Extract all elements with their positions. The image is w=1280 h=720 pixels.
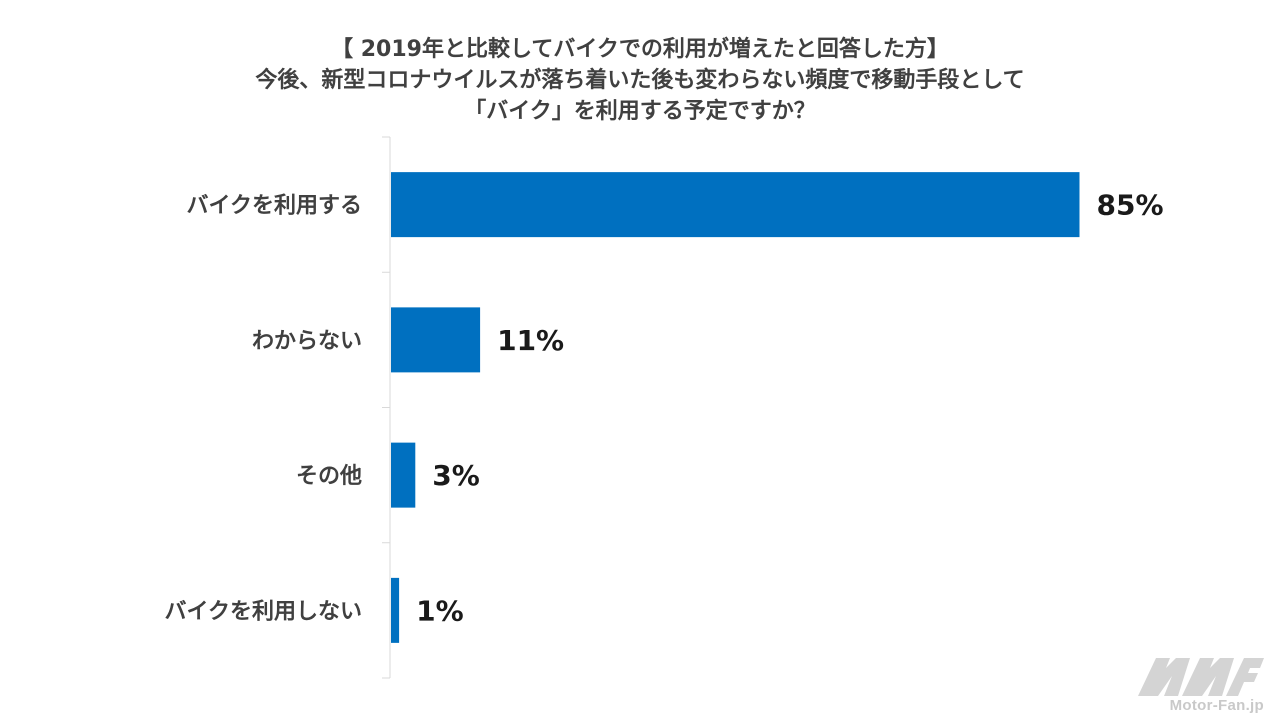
chart-title: 【 2019年と比較してバイクでの利用が増えたと回答した方】 今後、新型コロナウ… bbox=[0, 34, 1280, 127]
category-label: わからない bbox=[252, 329, 362, 354]
chart-title-line-1: 【 2019年と比較してバイクでの利用が増えたと回答した方】 bbox=[331, 37, 949, 62]
data-label: 85% bbox=[1097, 189, 1164, 222]
chart-title-line-3: 「バイク」を利用する予定ですか？ bbox=[464, 99, 816, 124]
category-label: その他 bbox=[296, 464, 362, 489]
motor-fan-logo-icon bbox=[1138, 658, 1264, 696]
bar bbox=[391, 442, 416, 508]
watermark-text: Motor-Fan.jp bbox=[1169, 697, 1264, 714]
bar bbox=[391, 577, 400, 643]
bar bbox=[391, 172, 1080, 238]
data-label: 1% bbox=[416, 594, 464, 627]
category-label: バイクを利用しない bbox=[164, 599, 362, 624]
category-label: バイクを利用する bbox=[186, 194, 362, 219]
data-label: 3% bbox=[432, 459, 480, 492]
data-label: 11% bbox=[497, 324, 564, 357]
chart-title-line-2: 今後、新型コロナウイルスが落ち着いた後も変わらない頻度で移動手段として bbox=[255, 68, 1025, 93]
bar bbox=[391, 307, 481, 373]
